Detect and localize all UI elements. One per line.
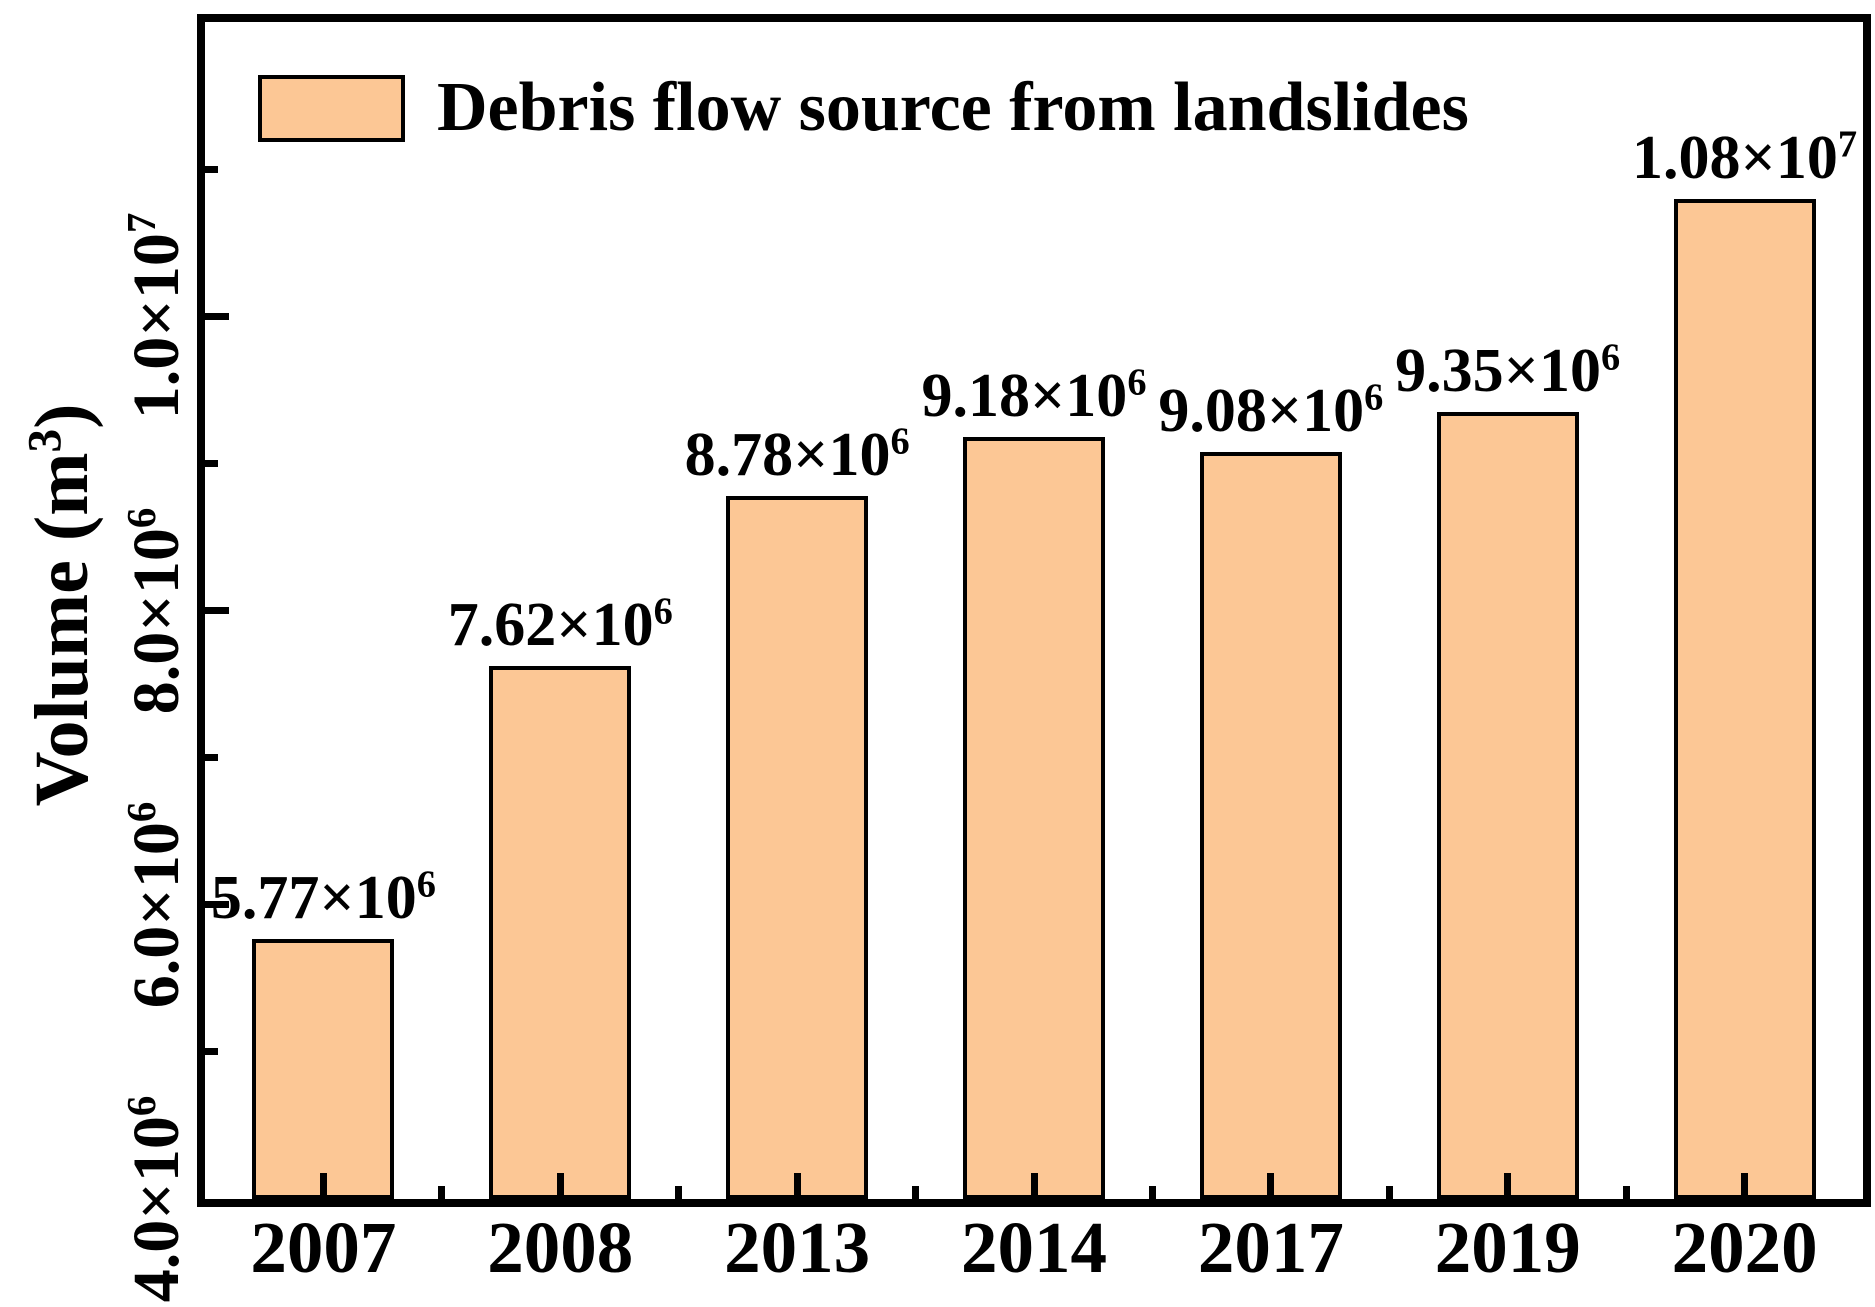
bar-value-label-2007: 5.77×106 [210, 863, 436, 932]
x-tick-label-2013: 2013 [724, 1207, 871, 1288]
label-exponent: 6 [119, 507, 164, 528]
bar-value-label-2008: 7.62×106 [447, 590, 673, 660]
y-major-tick [205, 901, 229, 909]
x-tick-label-2014: 2014 [961, 1207, 1107, 1288]
bar-2020 [1673, 198, 1816, 1199]
label-exponent: 6 [1364, 375, 1384, 418]
label-exponent: 6 [890, 420, 910, 463]
plot-frame [197, 14, 1871, 1207]
y-tick-label: 6.0×106 [119, 801, 193, 1008]
y-axis-title-text: Volume (m [20, 452, 104, 807]
x-tick-label-2007: 2007 [250, 1207, 397, 1288]
label-exponent: 6 [119, 801, 164, 822]
y-major-tick [205, 607, 229, 614]
y-minor-tick [205, 1048, 218, 1056]
x-major-tick-2014 [1030, 1173, 1038, 1199]
y-major-tick [205, 312, 229, 320]
x-minor-tick [1622, 1186, 1630, 1199]
label-exponent: 6 [1601, 336, 1621, 379]
bar-value-label-2013: 8.78×106 [684, 420, 910, 489]
x-major-tick-2019 [1504, 1173, 1512, 1199]
legend: Debris flow source from landslides [258, 73, 1469, 143]
label-base: 8.0×10 [120, 527, 193, 714]
bar-2017 [1199, 451, 1342, 1199]
legend-label: Debris flow source from landslides [437, 69, 1469, 146]
label-base: 4.0×10 [120, 1116, 193, 1303]
label-exponent: 6 [653, 590, 673, 633]
y-tick-label: 1.0×107 [119, 213, 193, 420]
label-exponent: 6 [1127, 361, 1147, 404]
bar-2008 [489, 666, 632, 1199]
bar-2014 [962, 436, 1106, 1199]
x-major-tick-2017 [1267, 1173, 1275, 1199]
label-base: 6.0×10 [120, 821, 193, 1009]
x-minor-tick [438, 1186, 446, 1199]
y-minor-tick [205, 459, 218, 467]
bar-value-label-2019: 9.35×106 [1395, 336, 1620, 405]
x-major-tick-2007 [319, 1173, 327, 1199]
y-axis-title-close: ) [20, 403, 104, 429]
plot-area [205, 22, 1863, 1199]
y-minor-tick [205, 165, 218, 173]
label-base: 8.78×10 [684, 420, 891, 489]
legend-swatch [258, 74, 405, 142]
label-base: 1.08×10 [1632, 123, 1838, 192]
y-tick-label: 4.0×106 [119, 1096, 193, 1303]
y-axis-title: Volume (m3) [20, 404, 104, 807]
label-base: 9.18×10 [921, 361, 1128, 430]
bar-value-label-2017: 9.08×106 [1158, 376, 1383, 445]
bar-value-label-2014: 9.18×106 [921, 361, 1146, 430]
y-tick-label: 8.0×106 [119, 507, 193, 714]
label-base: 5.77×10 [210, 863, 417, 932]
label-base: 9.35×10 [1395, 336, 1602, 405]
x-tick-label-2008: 2008 [487, 1207, 634, 1288]
x-major-tick-2020 [1741, 1173, 1749, 1199]
bar-2019 [1436, 411, 1579, 1199]
bar-2013 [726, 495, 869, 1199]
label-base: 1.0×10 [120, 233, 193, 420]
y-axis-title-superscript: 3 [19, 428, 72, 453]
bar-value-label-2020: 1.08×107 [1632, 123, 1857, 192]
y-minor-tick [205, 754, 218, 762]
label-base: 9.08×10 [1158, 376, 1365, 445]
x-minor-tick [1148, 1186, 1156, 1199]
x-minor-tick [1385, 1186, 1393, 1199]
x-major-tick-2008 [556, 1173, 564, 1199]
bar-2007 [252, 938, 395, 1199]
label-exponent: 7 [1837, 122, 1858, 165]
x-tick-label-2020: 2020 [1671, 1207, 1818, 1288]
label-exponent: 6 [416, 862, 436, 905]
x-tick-label-2017: 2017 [1197, 1207, 1344, 1288]
x-tick-label-2019: 2019 [1434, 1207, 1581, 1288]
label-exponent: 6 [119, 1095, 164, 1117]
x-minor-tick [675, 1186, 683, 1199]
label-base: 7.62×10 [447, 591, 654, 660]
label-exponent: 7 [119, 212, 164, 234]
x-major-tick-2013 [793, 1173, 801, 1199]
x-minor-tick [912, 1186, 920, 1199]
